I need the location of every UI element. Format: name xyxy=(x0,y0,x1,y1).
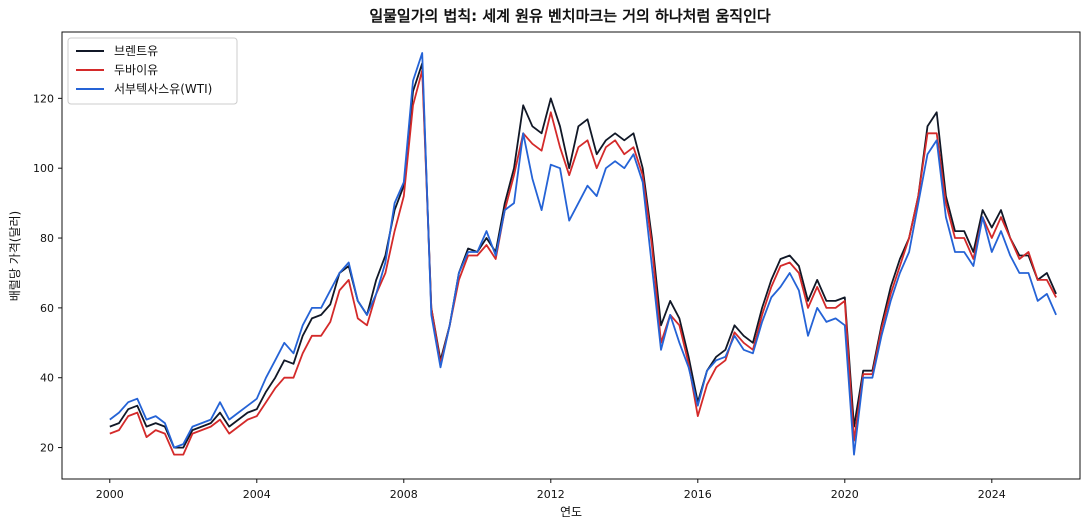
x-tick-label: 2020 xyxy=(831,488,859,501)
x-tick-label: 2004 xyxy=(243,488,271,501)
y-axis-label: 배럴당 가격(달러) xyxy=(8,211,22,301)
x-tick-label: 2008 xyxy=(390,488,418,501)
y-tick-label: 60 xyxy=(40,302,54,315)
plot-frame xyxy=(61,31,1081,480)
series-line-2 xyxy=(109,69,1057,456)
y-tick-label: 20 xyxy=(40,442,54,455)
y-tick-label: 40 xyxy=(40,372,54,385)
legend-label-3: 서부텍사스유(WTI) xyxy=(114,82,212,96)
x-axis: 2000 2004 2008 2012 2016 2020 2024 xyxy=(96,479,1006,501)
x-tick-label: 2012 xyxy=(537,488,565,501)
chart-title: 일물일가의 법칙: 세계 원유 벤치마크는 거의 하나처럼 움직인다 xyxy=(369,7,771,25)
legend-label-2: 두바이유 xyxy=(114,63,158,77)
x-axis-label: 연도 xyxy=(560,505,582,519)
y-tick-label: 100 xyxy=(33,162,54,175)
y-tick-label: 80 xyxy=(40,232,54,245)
y-tick-label: 120 xyxy=(33,92,54,105)
x-tick-label: 2016 xyxy=(684,488,712,501)
series-layer xyxy=(109,52,1057,456)
series-line-3 xyxy=(109,52,1057,456)
x-tick-label: 2000 xyxy=(96,488,124,501)
legend-box xyxy=(67,37,238,105)
y-axis: 20 40 60 80 100 120 xyxy=(33,92,62,455)
legend-label-1: 브렌트유 xyxy=(114,44,158,58)
series-line-1 xyxy=(109,62,1057,449)
x-tick-label: 2024 xyxy=(978,488,1006,501)
